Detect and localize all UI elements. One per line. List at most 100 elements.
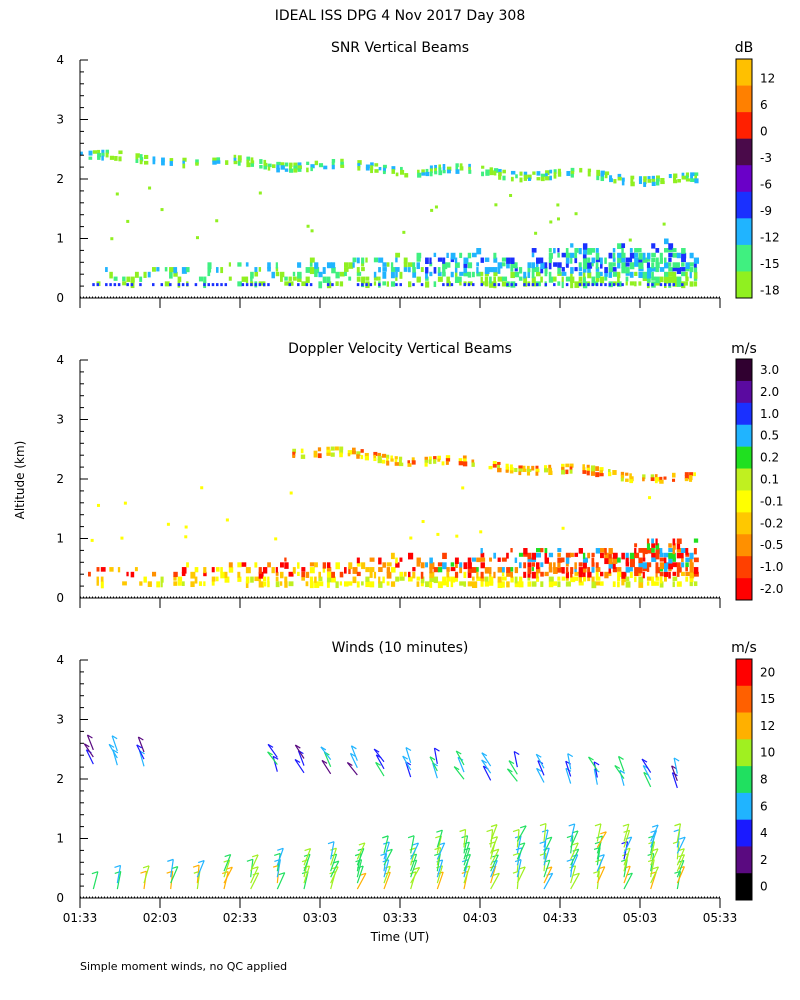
wind-barb (543, 847, 550, 866)
panel-doppler-title: Doppler Velocity Vertical Beams (288, 341, 512, 357)
y-tick-label: 1 (56, 532, 64, 546)
data-cell (599, 470, 603, 474)
data-cell (109, 567, 114, 572)
data-cell (288, 281, 294, 286)
data-cell (501, 281, 507, 287)
wind-barb-flag (622, 823, 630, 827)
data-cell (642, 257, 648, 263)
data-cell (292, 448, 297, 454)
colorbar-segment (736, 490, 752, 513)
wind-barb-flag (512, 852, 520, 856)
wind-barb (383, 859, 390, 878)
data-cell (331, 267, 336, 274)
data-cell (390, 262, 394, 269)
data-cell (651, 557, 657, 562)
data-cell (612, 562, 616, 569)
data-cell (181, 567, 187, 574)
data-cell (224, 283, 228, 287)
wind-barb (350, 745, 358, 761)
data-cell (476, 567, 479, 572)
data-cell (684, 475, 689, 480)
data-cell (374, 169, 379, 173)
data-cell (481, 171, 485, 177)
data-cell (373, 457, 377, 462)
data-cell (647, 176, 651, 180)
colorbar-label: 1.0 (760, 407, 779, 421)
data-cell (433, 459, 437, 464)
data-cell (211, 576, 216, 582)
data-cell (544, 283, 548, 287)
data-cell (428, 456, 432, 461)
data-cell (369, 571, 373, 578)
data-cell (536, 576, 540, 582)
data-cell (80, 151, 83, 156)
wind-barb (402, 755, 412, 771)
wind-barb-flag (600, 831, 607, 835)
data-cell (284, 281, 289, 286)
wind-barb (276, 848, 284, 866)
data-cell (459, 562, 463, 568)
data-cell (540, 548, 544, 553)
data-cell (207, 283, 210, 287)
wind-barb (614, 765, 625, 779)
data-cell (398, 459, 402, 464)
data-cell (595, 472, 600, 478)
wind-barb (516, 835, 522, 854)
data-cell (454, 271, 458, 277)
data-cell (334, 446, 339, 451)
data-cell (468, 169, 472, 174)
data-cell (685, 281, 688, 286)
data-cell (600, 271, 603, 277)
data-cell (600, 581, 604, 586)
data-cell (509, 464, 513, 468)
data-cell (693, 257, 700, 264)
wind-barb (463, 835, 469, 854)
data-cell (216, 576, 219, 582)
data-cell (356, 283, 360, 287)
wind-barb (650, 848, 659, 866)
wind-barb (375, 754, 385, 770)
wind-barb-flag (136, 744, 143, 749)
data-cell (169, 161, 173, 166)
data-cell (454, 562, 458, 569)
data-cell (621, 243, 626, 249)
data-cell (684, 478, 689, 482)
data-cell (604, 571, 609, 579)
data-cell (643, 179, 647, 185)
data-cell (263, 159, 267, 165)
data-cell (160, 208, 164, 212)
data-cell (484, 567, 490, 574)
data-cell (569, 469, 573, 474)
data-cell (181, 571, 186, 577)
data-cell (578, 283, 582, 287)
data-cell (634, 571, 640, 577)
data-cell (463, 581, 467, 587)
data-cell (540, 267, 544, 274)
wind-barb (570, 823, 576, 842)
data-cell (237, 576, 242, 582)
data-cell (685, 267, 690, 272)
wind-barb-flag (491, 836, 498, 840)
data-cell (646, 283, 650, 287)
colorbar-segment (736, 218, 752, 246)
data-cell (450, 252, 456, 260)
data-cell (582, 467, 586, 471)
data-cell (480, 257, 484, 263)
data-cell (164, 281, 170, 287)
data-cell (489, 170, 494, 176)
data-cell (630, 178, 634, 184)
data-cell (659, 548, 663, 554)
wind-barb-flag (304, 847, 311, 852)
data-cell (445, 461, 449, 465)
data-cell (651, 243, 656, 249)
data-cell (446, 571, 450, 578)
data-cell (331, 283, 334, 287)
wind-barb (433, 748, 438, 765)
data-cell (651, 262, 655, 269)
data-cell (489, 576, 494, 584)
data-cell (429, 271, 433, 277)
wind-barb-flag (647, 852, 654, 857)
data-cell (578, 567, 584, 574)
